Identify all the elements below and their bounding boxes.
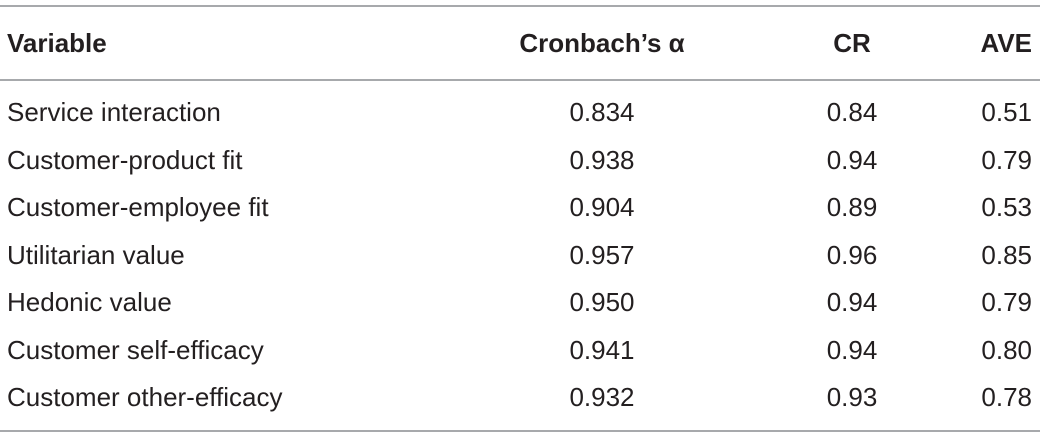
cell-cronbach-alpha: 0.904 bbox=[569, 192, 635, 223]
cell-cr: 0.93 bbox=[826, 382, 878, 413]
cell-cronbach-alpha: 0.834 bbox=[569, 97, 635, 128]
cell-cr: 0.94 bbox=[826, 287, 878, 318]
table-row: Utilitarian value 0.957 0.96 0.85 bbox=[0, 232, 1040, 280]
cell-cronbach-alpha: 0.941 bbox=[569, 334, 635, 365]
cell-variable: Customer other-efficacy bbox=[7, 382, 283, 413]
table-header: Variable Cronbach’s α CR AVE bbox=[0, 6, 1040, 80]
cell-ave: 0.53 bbox=[981, 192, 1032, 223]
cell-cr: 0.89 bbox=[826, 192, 878, 223]
cell-variable: Hedonic value bbox=[7, 287, 172, 318]
cell-ave: 0.79 bbox=[981, 287, 1032, 318]
cell-cr: 0.94 bbox=[826, 144, 878, 175]
cell-cr: 0.96 bbox=[826, 239, 878, 270]
cell-cronbach-alpha: 0.957 bbox=[569, 239, 635, 270]
table-row: Customer-product fit 0.938 0.94 0.79 bbox=[0, 137, 1040, 185]
cell-cronbach-alpha: 0.932 bbox=[569, 382, 635, 413]
cell-variable: Customer self-efficacy bbox=[7, 334, 264, 365]
table-row: Service interaction 0.834 0.84 0.51 bbox=[0, 80, 1040, 137]
cell-cr: 0.94 bbox=[826, 334, 878, 365]
cell-variable: Customer-product fit bbox=[7, 144, 243, 175]
cell-variable: Customer-employee fit bbox=[7, 192, 269, 223]
cell-cronbach-alpha: 0.950 bbox=[569, 287, 635, 318]
cell-cronbach-alpha: 0.938 bbox=[569, 144, 635, 175]
reliability-table: Variable Cronbach’s α CR AVE Service int… bbox=[0, 5, 1040, 432]
cell-ave: 0.78 bbox=[981, 382, 1032, 413]
table-row: Customer-employee fit 0.904 0.89 0.53 bbox=[0, 184, 1040, 232]
table-row: Customer self-efficacy 0.941 0.94 0.80 bbox=[0, 327, 1040, 375]
cell-ave: 0.51 bbox=[981, 97, 1032, 128]
table-row: Hedonic value 0.950 0.94 0.79 bbox=[0, 279, 1040, 327]
header-cr: CR bbox=[833, 27, 871, 58]
cell-ave: 0.79 bbox=[981, 144, 1032, 175]
header-cronbach-alpha: Cronbach’s α bbox=[519, 27, 685, 58]
cell-ave: 0.85 bbox=[981, 239, 1032, 270]
header-variable: Variable bbox=[7, 27, 107, 58]
header-ave: AVE bbox=[980, 27, 1032, 58]
table-body: Service interaction 0.834 0.84 0.51 Cust… bbox=[0, 80, 1040, 431]
cell-ave: 0.80 bbox=[981, 334, 1032, 365]
cell-cr: 0.84 bbox=[826, 97, 878, 128]
cell-variable: Utilitarian value bbox=[7, 239, 185, 270]
table-row: Customer other-efficacy 0.932 0.93 0.78 bbox=[0, 374, 1040, 431]
cell-variable: Service interaction bbox=[7, 97, 221, 128]
header-row: Variable Cronbach’s α CR AVE bbox=[0, 6, 1040, 80]
